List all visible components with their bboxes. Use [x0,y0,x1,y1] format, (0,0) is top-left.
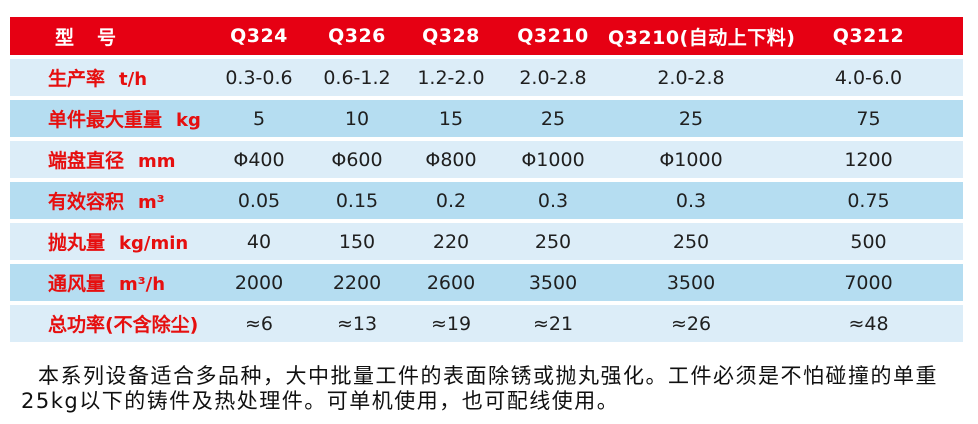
value-cell: 25 [678,107,704,130]
table-row: 通风量 m³/h 2000 2200 2600 3500 3500 7000 [10,264,963,301]
value-cell: 2600 [426,271,476,294]
header-cell-model: Q3212 [832,25,905,47]
value-cell: ≈48 [848,312,889,335]
header-cell-model: Q3210(自动上下料) [608,26,796,49]
header-cell-model: Q324 [230,25,288,47]
value-cell: 250 [672,230,710,253]
value-cell: Φ1000 [659,148,723,171]
row-label-cell: 端盘直径 mm [10,146,208,173]
row-label-cell: 生产率 t/h [10,64,208,91]
table-row: 总功率(不含除尘) ≈6 ≈13 ≈19 ≈21 ≈26 ≈48 [10,305,963,342]
value-cell: 0.6-1.2 [323,66,391,89]
row-label: 通风量 [48,273,106,295]
value-cell: 1.2-2.0 [417,66,485,89]
value-cell: 250 [534,230,572,253]
value-cell: 1200 [844,148,893,171]
value-cell: 150 [338,230,376,253]
row-label: 总功率(不含除尘) [48,314,199,336]
table-header-row: 型 号 Q324 Q326 Q328 Q3210 Q3210(自动上下料) Q3212 [10,17,963,55]
value-cell: 0.3-0.6 [225,66,293,89]
value-cell: 75 [856,107,881,130]
header-cell-model-label: 型 号 [55,26,119,49]
value-cell: 220 [432,230,470,253]
spec-table: 型 号 Q324 Q326 Q328 Q3210 Q3210(自动上下料) Q3212 生产… [10,17,963,346]
value-cell: 2200 [332,271,382,294]
row-label: 有效容积 [48,191,125,213]
value-cell: 25 [540,107,566,130]
value-cell: Φ600 [331,148,383,171]
row-label-cell: 总功率(不含除尘) [10,310,208,337]
value-cell: 0.15 [335,189,379,212]
row-label-cell: 抛丸量 kg/min [10,228,208,255]
row-label: 单件最大重量 [48,109,163,131]
row-unit: t/h [119,69,148,90]
value-cell: 0.75 [847,189,890,212]
value-cell: 7000 [844,271,893,294]
row-label: 生产率 [48,68,106,90]
description-paragraph: 本系列设备适合多品种，大中批量工件的表面除锈或抛丸强化。工件必须是不怕碰撞的单重… [21,364,967,414]
value-cell: Φ400 [233,148,285,171]
value-cell: 2.0-2.8 [519,66,587,89]
row-unit: m³ [138,192,165,213]
value-cell: 3500 [528,271,578,294]
value-cell: ≈19 [430,312,472,335]
value-cell: ≈21 [532,312,574,335]
value-cell: 0.3 [537,189,569,212]
value-cell: 10 [344,107,370,130]
table-body: 生产率 t/h 0.3-0.6 0.6-1.2 1.2-2.0 2.0-2.8 2.0-2.… [10,59,963,342]
row-label-cell: 有效容积 m³ [10,187,208,214]
value-cell: 500 [850,230,887,253]
value-cell: ≈6 [244,312,273,335]
table-row: 抛丸量 kg/min 40 150 220 250 250 500 [10,223,963,260]
note-line: 本系列设备适合多品种，大中批量工件的表面除锈或抛丸强化。工件必须是不怕碰撞的单重 [38,364,938,388]
row-unit: kg/min [119,233,189,254]
row-label: 端盘直径 [48,150,125,172]
row-label-cell: 单件最大重量 kg [10,105,208,132]
row-unit: mm [138,151,176,172]
value-cell: 4.0-6.0 [834,66,903,89]
value-cell: ≈26 [670,312,712,335]
row-unit: kg [176,110,201,131]
value-cell: 2.0-2.8 [657,66,725,89]
value-cell: ≈13 [336,312,378,335]
row-label-cell: 通风量 m³/h [10,269,208,296]
value-cell: 0.3 [675,189,707,212]
value-cell: Φ1000 [521,148,585,171]
value-cell: 0.05 [237,189,281,212]
value-cell: 40 [246,230,272,253]
table-row: 端盘直径 mm Φ400 Φ600 Φ800 Φ1000 Φ1000 1200 [10,141,963,178]
table-row: 单件最大重量 kg 5 10 15 25 25 75 [10,100,963,137]
row-label: 抛丸量 [48,232,106,254]
value-cell: 2000 [234,271,284,294]
table-row: 生产率 t/h 0.3-0.6 0.6-1.2 1.2-2.0 2.0-2.8 2.0-2.… [10,59,963,96]
value-cell: 5 [252,107,266,130]
table-row: 有效容积 m³ 0.05 0.15 0.2 0.3 0.3 0.75 [10,182,963,219]
value-cell: Φ800 [425,148,477,171]
note-line: 25kg以下的铸件及热处理件。可单机使用，也可配线使用。 [21,389,620,413]
row-unit: m³/h [119,274,166,295]
value-cell: 15 [438,107,464,130]
header-cell-model: Q3210 [517,25,589,47]
value-cell: 3500 [666,271,716,294]
header-cell-model: Q326 [328,25,386,47]
value-cell: 0.2 [435,189,467,212]
header-cell-model: Q328 [422,25,480,47]
